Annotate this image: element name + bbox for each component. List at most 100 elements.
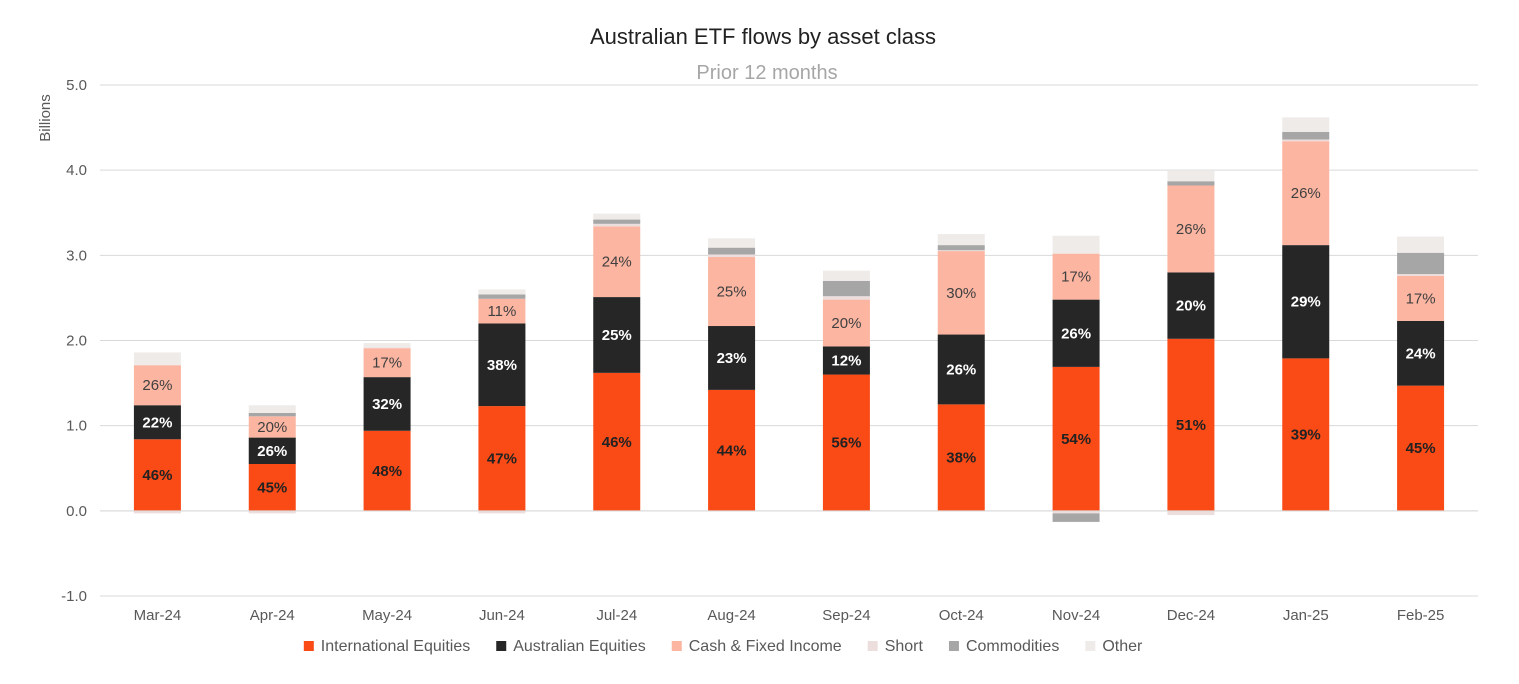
bar-segment	[363, 343, 411, 348]
y-axis-ticks: -1.0 0.0 1.0 2.0 3.0 4.0 5.0	[61, 77, 87, 605]
data-label: 25%	[717, 284, 747, 301]
chart-title: Australian ETF flows by asset class	[590, 24, 936, 49]
bar-segment	[708, 326, 756, 390]
bar-segment	[1052, 510, 1100, 514]
bar-segment	[1282, 141, 1330, 246]
bar-segment	[478, 289, 526, 295]
data-label: 44%	[717, 442, 747, 459]
bar-segment	[593, 219, 641, 224]
bar-segment	[822, 270, 870, 281]
data-label: 26%	[142, 377, 172, 394]
legend-label: Australian Equities	[513, 638, 646, 655]
data-label: 45%	[1406, 440, 1436, 457]
x-tick-label: Feb-25	[1397, 607, 1445, 624]
bar-segment	[1167, 181, 1215, 186]
data-label: 26%	[1176, 221, 1206, 238]
y-tick-label: 0.0	[66, 503, 87, 520]
bar-segment	[708, 389, 756, 511]
bar-segment	[1397, 252, 1445, 275]
x-tick-label: Mar-24	[134, 607, 182, 624]
data-label: 46%	[602, 434, 632, 451]
data-label: 46%	[142, 467, 172, 484]
legend-swatch	[1085, 641, 1096, 651]
x-tick-label: Sep-24	[822, 607, 870, 624]
bars	[133, 117, 1445, 522]
bar-segment	[822, 299, 870, 347]
legend-label: Cash & Fixed Income	[689, 638, 842, 655]
legend-label: International Equities	[321, 638, 470, 655]
x-tick-label: Aug-24	[707, 607, 755, 624]
x-tick-label: Oct-24	[939, 607, 984, 624]
bar-segment	[937, 251, 985, 335]
bar-segment	[248, 412, 296, 417]
data-label: 54%	[1061, 431, 1091, 448]
bar-segment	[478, 406, 526, 511]
bar-segment	[1167, 338, 1215, 511]
legend-item: Other	[1085, 638, 1143, 655]
bar-segment	[593, 213, 641, 220]
bar-segment	[822, 346, 870, 375]
bar-segment	[1167, 272, 1215, 339]
data-label: 12%	[831, 353, 861, 370]
legend-item: Australian Equities	[496, 638, 646, 655]
legend-item: Commodities	[948, 638, 1059, 655]
data-label: 24%	[602, 254, 632, 271]
bar-segment	[1282, 131, 1330, 140]
data-label: 26%	[1061, 325, 1091, 342]
data-label: 56%	[831, 435, 861, 452]
data-label: 26%	[946, 361, 976, 378]
bar-segment	[478, 294, 526, 299]
data-label: 23%	[717, 350, 747, 367]
x-tick-label: Jan-25	[1283, 607, 1329, 624]
bar-segment	[1282, 117, 1330, 132]
bar-segment	[1397, 274, 1445, 276]
bar-segment	[363, 347, 411, 349]
data-label: 38%	[946, 450, 976, 467]
bar-segment	[937, 234, 985, 246]
bar-segment	[937, 334, 985, 405]
legend-label: Other	[1102, 638, 1143, 655]
bar-segment	[363, 348, 411, 378]
bar-segment	[248, 463, 296, 511]
data-label: 17%	[1406, 290, 1436, 307]
bar-segment	[133, 510, 181, 514]
legend-swatch	[496, 641, 507, 651]
bar-segment	[478, 298, 526, 324]
bar-segment	[133, 352, 181, 366]
bar-segment	[593, 297, 641, 373]
legend-label: Short	[885, 638, 924, 655]
bar-segment	[248, 510, 296, 514]
gridlines	[100, 84, 1478, 597]
legend-swatch	[303, 641, 314, 651]
data-label: 38%	[487, 357, 517, 374]
data-label: 17%	[372, 355, 402, 372]
bar-segment	[1052, 366, 1100, 511]
y-tick-label: 2.0	[66, 333, 87, 350]
bar-segment	[248, 416, 296, 438]
data-label: 32%	[372, 396, 402, 413]
bar-segment	[593, 372, 641, 511]
data-labels: 46% 22% 26% 45% 26% 20% 48% 32% 17% 47% 38% 11% 46% 2…	[142, 185, 1435, 496]
bar-segment	[1282, 245, 1330, 359]
bar-segment	[1397, 320, 1445, 386]
legend-label: Commodities	[966, 638, 1059, 655]
bar-segment	[363, 377, 411, 431]
data-label: 47%	[487, 450, 517, 467]
data-label: 39%	[1291, 427, 1321, 444]
chart-subtitle: Prior 12 months	[696, 62, 837, 84]
bar-segment	[1052, 299, 1100, 367]
data-label: 29%	[1291, 294, 1321, 311]
bar-segment	[1052, 253, 1100, 300]
data-label: 24%	[1406, 345, 1436, 362]
y-tick-label: 4.0	[66, 162, 87, 179]
bar-segment	[593, 223, 641, 227]
bar-segment	[363, 430, 411, 511]
data-label: 22%	[142, 414, 172, 431]
y-tick-label: 5.0	[66, 77, 87, 94]
bar-segment	[1282, 358, 1330, 511]
data-label: 30%	[946, 285, 976, 302]
y-tick-label: -1.0	[61, 588, 87, 605]
legend-item: Cash & Fixed Income	[671, 638, 842, 655]
bar-segment	[708, 247, 756, 255]
